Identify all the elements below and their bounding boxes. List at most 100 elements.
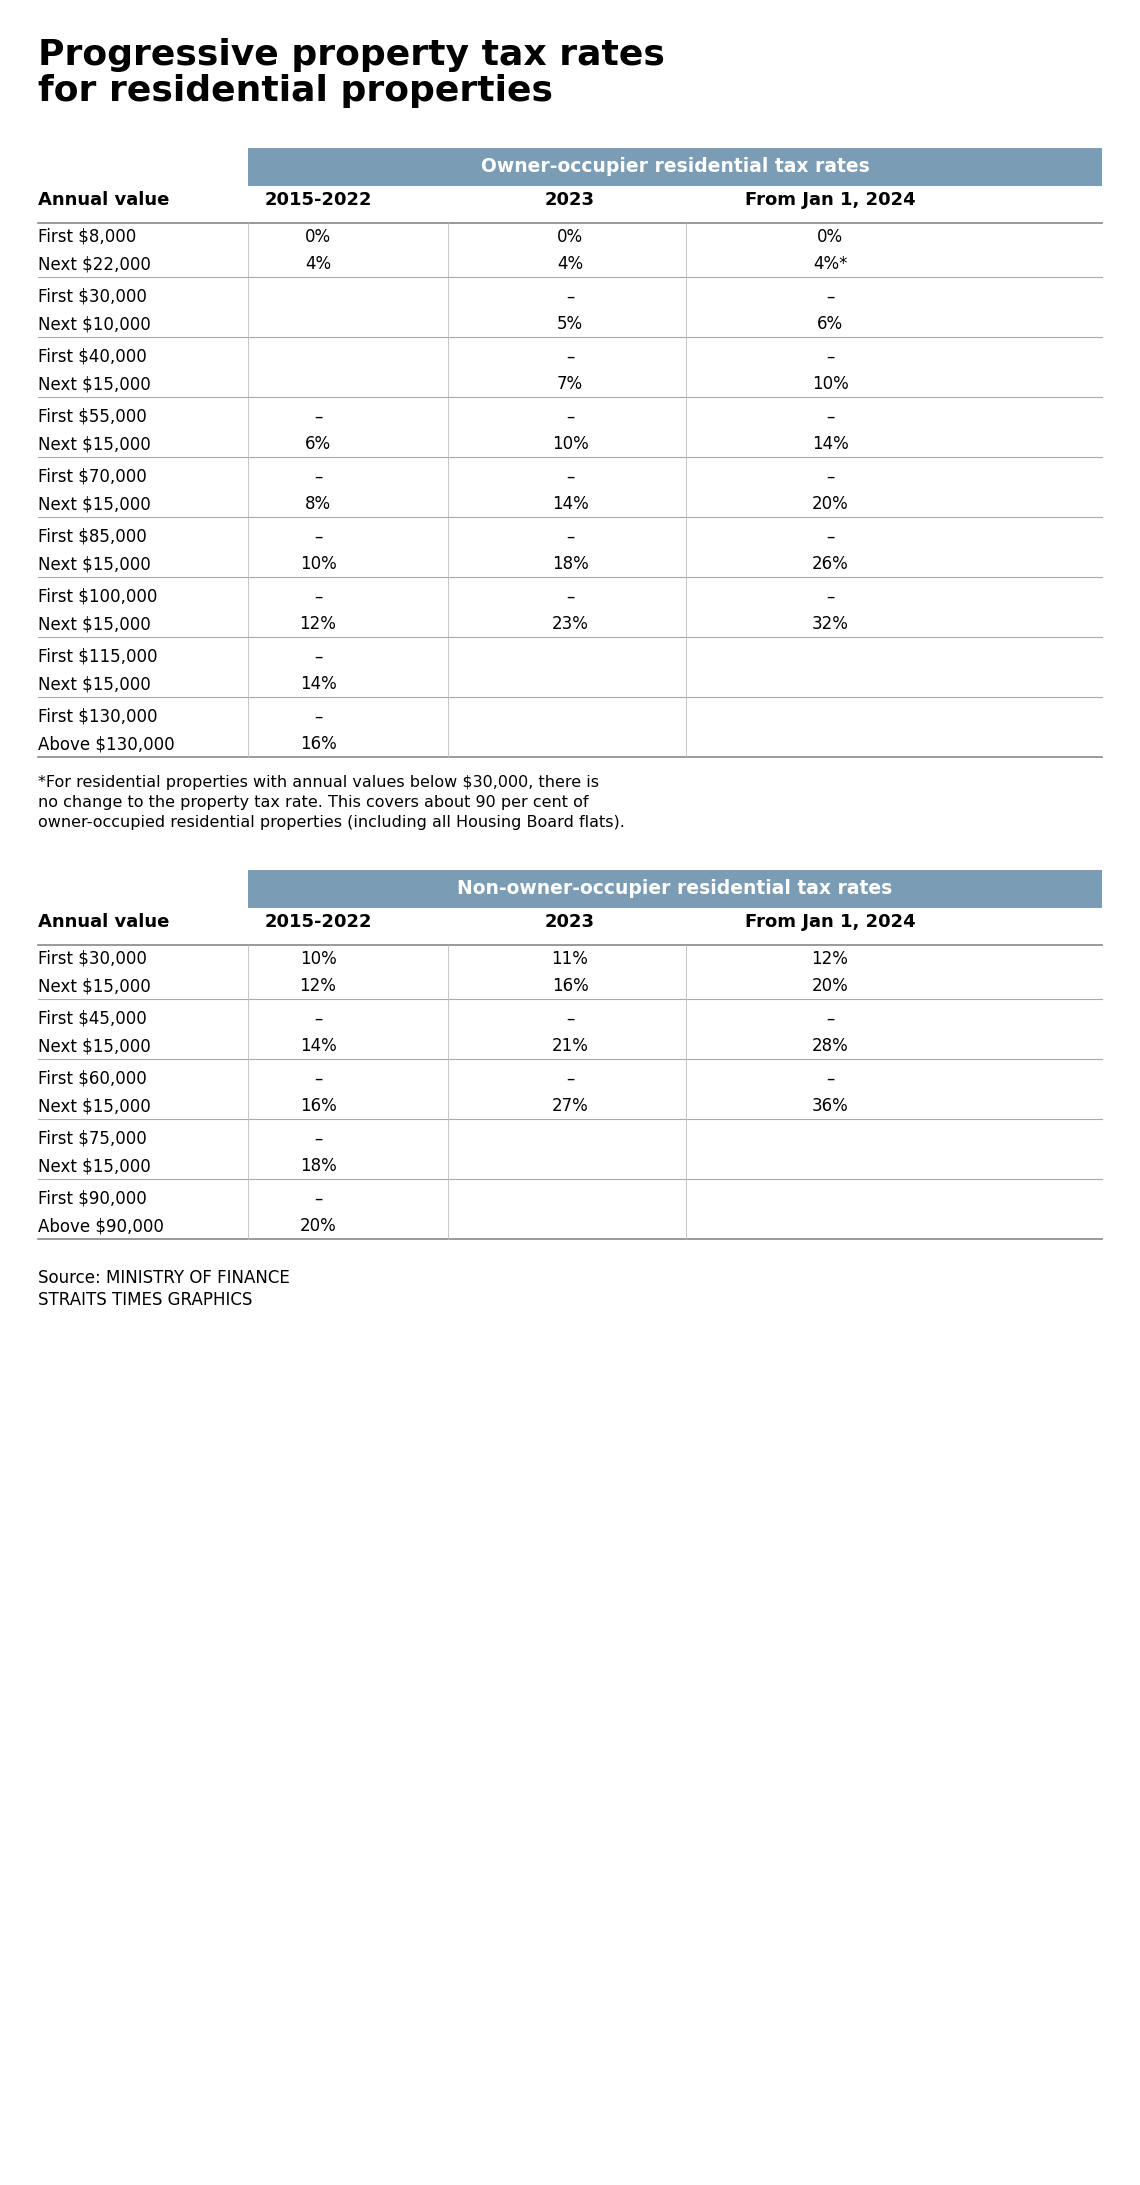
Text: Source: MINISTRY OF FINANCE: Source: MINISTRY OF FINANCE — [38, 1269, 290, 1287]
Text: 21%: 21% — [552, 1038, 588, 1055]
Text: Next $15,000: Next $15,000 — [38, 1038, 150, 1055]
Text: –: – — [314, 409, 323, 426]
Text: –: – — [825, 409, 834, 426]
Text: –: – — [565, 468, 575, 485]
Text: –: – — [314, 708, 323, 725]
Text: 11%: 11% — [552, 950, 588, 968]
Text: Above $90,000: Above $90,000 — [38, 1217, 164, 1235]
Text: Next $15,000: Next $15,000 — [38, 977, 150, 994]
Text: 28%: 28% — [812, 1038, 848, 1055]
Text: 0%: 0% — [557, 227, 583, 247]
Text: 0%: 0% — [817, 227, 844, 247]
Text: 12%: 12% — [812, 950, 848, 968]
Text: First $70,000: First $70,000 — [38, 468, 147, 485]
Text: 2015-2022: 2015-2022 — [264, 190, 372, 210]
Text: First $90,000: First $90,000 — [38, 1191, 147, 1208]
Text: 20%: 20% — [812, 496, 848, 513]
Text: 12%: 12% — [300, 614, 336, 634]
Text: Owner-occupier residential tax rates: Owner-occupier residential tax rates — [481, 157, 870, 177]
Text: 0%: 0% — [304, 227, 331, 247]
Bar — [249, 149, 1102, 186]
Text: –: – — [565, 288, 575, 306]
Text: 23%: 23% — [552, 614, 588, 634]
Text: 2023: 2023 — [545, 190, 595, 210]
Text: –: – — [565, 529, 575, 546]
Text: *For residential properties with annual values below $30,000, there is: *For residential properties with annual … — [38, 776, 598, 791]
Text: 14%: 14% — [300, 1038, 336, 1055]
Text: 10%: 10% — [552, 435, 588, 452]
Text: –: – — [314, 1009, 323, 1027]
Text: 18%: 18% — [552, 555, 588, 572]
Text: 2015-2022: 2015-2022 — [264, 913, 372, 931]
Text: First $30,000: First $30,000 — [38, 950, 147, 968]
Text: –: – — [825, 1071, 834, 1088]
Text: 4%: 4% — [304, 256, 331, 273]
Text: –: – — [565, 1071, 575, 1088]
Text: 36%: 36% — [812, 1097, 848, 1114]
Text: STRAITS TIMES GRAPHICS: STRAITS TIMES GRAPHICS — [38, 1291, 252, 1309]
Text: First $130,000: First $130,000 — [38, 708, 157, 725]
Text: Next $15,000: Next $15,000 — [38, 435, 150, 452]
Text: for residential properties: for residential properties — [38, 74, 553, 107]
Text: 6%: 6% — [304, 435, 331, 452]
Text: First $30,000: First $30,000 — [38, 288, 147, 306]
Text: –: – — [314, 588, 323, 605]
Text: 16%: 16% — [300, 1097, 336, 1114]
Text: 16%: 16% — [300, 734, 336, 754]
Text: First $40,000: First $40,000 — [38, 347, 147, 367]
Text: 7%: 7% — [557, 376, 583, 393]
Text: Next $15,000: Next $15,000 — [38, 614, 150, 634]
Text: 4%*: 4%* — [813, 256, 847, 273]
Text: 16%: 16% — [552, 977, 588, 994]
Text: –: – — [825, 588, 834, 605]
Text: –: – — [825, 529, 834, 546]
Bar — [249, 870, 1102, 909]
Text: 14%: 14% — [552, 496, 588, 513]
Text: Next $10,000: Next $10,000 — [38, 315, 150, 332]
Text: –: – — [565, 588, 575, 605]
Text: 18%: 18% — [300, 1158, 336, 1176]
Text: First $115,000: First $115,000 — [38, 649, 157, 666]
Text: no change to the property tax rate. This covers about 90 per cent of: no change to the property tax rate. This… — [38, 795, 588, 811]
Text: Next $15,000: Next $15,000 — [38, 1158, 150, 1176]
Text: 14%: 14% — [300, 675, 336, 693]
Text: Next $15,000: Next $15,000 — [38, 376, 150, 393]
Text: First $60,000: First $60,000 — [38, 1071, 147, 1088]
Text: First $8,000: First $8,000 — [38, 227, 137, 247]
Text: Next $15,000: Next $15,000 — [38, 675, 150, 693]
Text: First $100,000: First $100,000 — [38, 588, 157, 605]
Text: 32%: 32% — [812, 614, 848, 634]
Text: Next $22,000: Next $22,000 — [38, 256, 150, 273]
Text: 14%: 14% — [812, 435, 848, 452]
Text: First $55,000: First $55,000 — [38, 409, 147, 426]
Text: First $85,000: First $85,000 — [38, 529, 147, 546]
Text: owner-occupied residential properties (including all Housing Board flats).: owner-occupied residential properties (i… — [38, 815, 625, 830]
Text: 12%: 12% — [300, 977, 336, 994]
Text: –: – — [314, 1071, 323, 1088]
Text: 5%: 5% — [557, 315, 583, 332]
Text: First $45,000: First $45,000 — [38, 1009, 147, 1027]
Text: From Jan 1, 2024: From Jan 1, 2024 — [744, 913, 915, 931]
Text: 20%: 20% — [812, 977, 848, 994]
Text: Annual value: Annual value — [38, 190, 170, 210]
Text: –: – — [314, 468, 323, 485]
Text: From Jan 1, 2024: From Jan 1, 2024 — [744, 190, 915, 210]
Text: 26%: 26% — [812, 555, 848, 572]
Text: –: – — [825, 288, 834, 306]
Text: Annual value: Annual value — [38, 913, 170, 931]
Text: 27%: 27% — [552, 1097, 588, 1114]
Text: 10%: 10% — [300, 950, 336, 968]
Text: –: – — [314, 1130, 323, 1147]
Text: Next $15,000: Next $15,000 — [38, 1097, 150, 1114]
Text: –: – — [314, 529, 323, 546]
Text: Above $130,000: Above $130,000 — [38, 734, 174, 754]
Text: –: – — [565, 409, 575, 426]
Text: Next $15,000: Next $15,000 — [38, 555, 150, 572]
Text: –: – — [565, 347, 575, 367]
Text: –: – — [825, 347, 834, 367]
Text: Next $15,000: Next $15,000 — [38, 496, 150, 513]
Text: 10%: 10% — [812, 376, 848, 393]
Text: 8%: 8% — [304, 496, 331, 513]
Text: –: – — [565, 1009, 575, 1027]
Text: 10%: 10% — [300, 555, 336, 572]
